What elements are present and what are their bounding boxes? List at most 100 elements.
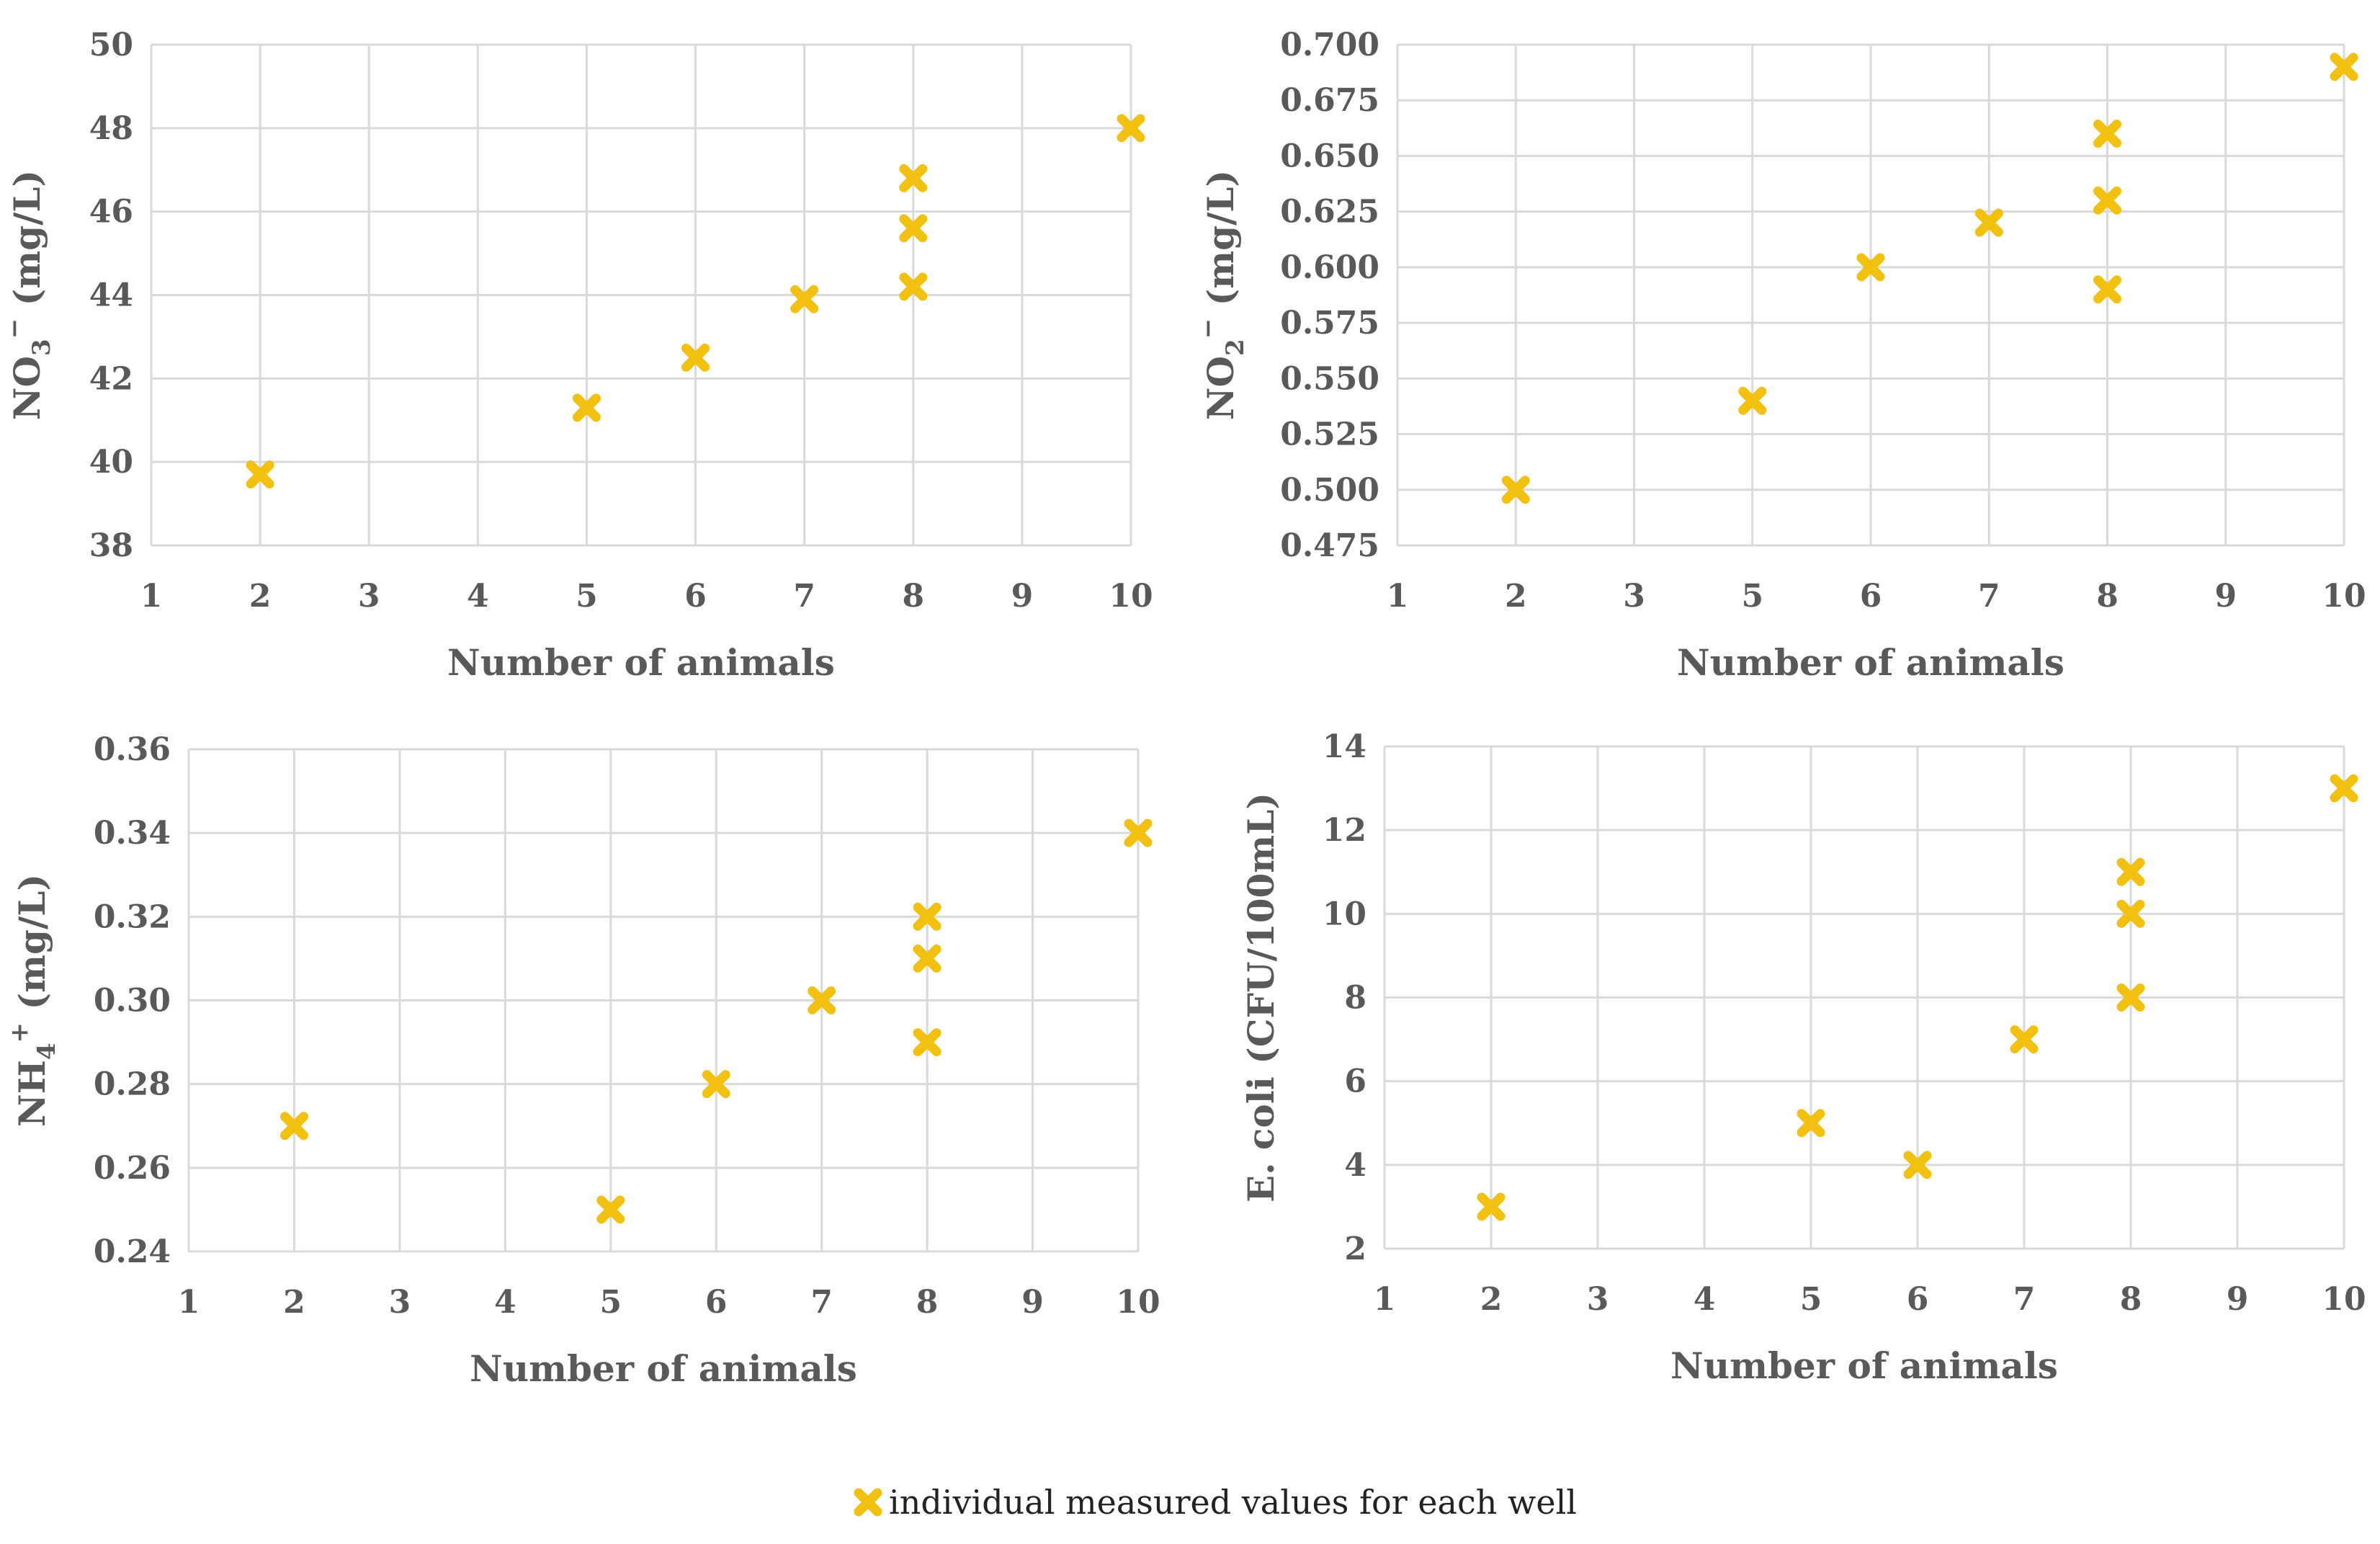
x-tick-label: 7 (1978, 578, 2000, 615)
y-tick-label: 0.36 (94, 731, 171, 768)
y-tick-label: 14 (1323, 728, 1366, 765)
data-point (1738, 386, 1767, 415)
data-point (2116, 857, 2145, 886)
x-tick-label: 4 (494, 1284, 516, 1321)
y-tick-label: 0.675 (1280, 82, 1379, 119)
x-tick-label: 3 (389, 1284, 411, 1321)
x-tick-label: 5 (599, 1284, 622, 1321)
data-point (899, 214, 928, 243)
x-tick-label: 10 (1116, 1284, 1160, 1321)
data-point (702, 1070, 730, 1099)
x-tick-label: 10 (1109, 578, 1153, 615)
x-axis-title: Number of animals (447, 641, 835, 684)
y-axis-title: E. coli (CFU/100mL) (1240, 793, 1282, 1202)
x-axis-title: Number of animals (1670, 1344, 2058, 1387)
data-point (279, 1112, 308, 1141)
data-point (246, 460, 274, 489)
x-tick-label: 1 (1374, 1281, 1396, 1318)
y-tick-label: 4 (1344, 1147, 1366, 1184)
x-tick-label: 8 (916, 1284, 939, 1321)
x-tick-label: 9 (1021, 1284, 1044, 1321)
data-point (681, 343, 710, 372)
data-point (1797, 1109, 1825, 1138)
y-tick-label: 0.650 (1280, 138, 1379, 174)
data-point (899, 272, 928, 301)
data-point (2116, 983, 2145, 1012)
x-tick-label: 7 (810, 1284, 833, 1321)
data-point (2093, 120, 2121, 148)
x-tick-label: 7 (2013, 1281, 2036, 1318)
x-tick-label: 6 (1907, 1281, 1929, 1318)
y-tick-label: 46 (89, 194, 133, 231)
x-axis-title: Number of animals (1677, 641, 2064, 684)
legend: individual measured values for each well (854, 1483, 1577, 1522)
data-point (913, 1028, 941, 1057)
y-tick-label: 38 (89, 527, 133, 564)
x-tick-label: 6 (705, 1284, 728, 1321)
y-tick-label: 0.525 (1280, 416, 1379, 453)
y-tick-label: 50 (89, 27, 133, 63)
data-point (596, 1195, 625, 1224)
data-point (913, 902, 941, 931)
y-tick-label: 0.24 (94, 1233, 171, 1270)
x-tick-label: 5 (1800, 1281, 1822, 1318)
legend-marker (854, 1488, 882, 1517)
y-tick-label: 0.26 (94, 1150, 171, 1187)
x-tick-label: 3 (1587, 1281, 1609, 1318)
y-tick-label: 44 (89, 277, 133, 314)
y-tick-label: 40 (89, 444, 133, 481)
y-tick-label: 0.550 (1280, 360, 1379, 397)
data-point (1974, 208, 2003, 237)
y-tick-label: 42 (89, 360, 133, 397)
data-point (2330, 53, 2358, 81)
y-tick-label: 10 (1323, 896, 1366, 932)
x-tick-label: 10 (2322, 1281, 2366, 1318)
x-tick-label: 5 (576, 578, 598, 615)
y-tick-label: 0.30 (94, 983, 171, 1019)
y-tick-label: 0.500 (1280, 472, 1379, 509)
x-tick-label: 7 (793, 578, 815, 615)
x-tick-label: 9 (2227, 1281, 2249, 1318)
y-tick-label: 2 (1344, 1231, 1366, 1267)
y-tick-label: 0.625 (1280, 194, 1379, 231)
y-tick-label: 0.32 (94, 898, 171, 935)
data-point (572, 393, 601, 422)
data-point (2116, 899, 2145, 928)
x-tick-label: 1 (178, 1284, 200, 1321)
data-point (790, 285, 819, 313)
y-tick-label: 0.600 (1280, 249, 1379, 286)
chart-panel-1: 1 2 3 4 5 6 7 8 9 10 38 40 42 44 46 48 50 Number of anima… (0, 27, 1153, 684)
data-point (1856, 253, 1885, 282)
y-tick-label: 0.700 (1280, 27, 1379, 63)
x-tick-label: 9 (1011, 578, 1034, 615)
y-tick-label: 0.34 (94, 815, 171, 852)
y-tick-label: 6 (1344, 1063, 1366, 1100)
x-tick-label: 2 (249, 578, 272, 615)
x-tick-label: 10 (2322, 578, 2366, 615)
y-tick-label: 0.575 (1280, 305, 1379, 342)
y-tick-label: 12 (1323, 812, 1366, 849)
legend-label: individual measured values for each well (889, 1483, 1577, 1522)
x-tick-label: 8 (2120, 1281, 2142, 1318)
data-point (1117, 114, 1145, 143)
chart-panel-3: 1 2 3 4 5 6 7 8 9 10 0.24 0.26 0.28 0.30 0.32 0.34 0.36 N… (5, 731, 1160, 1390)
x-tick-label: 8 (2096, 578, 2119, 615)
x-tick-label: 2 (1480, 1281, 1503, 1318)
x-tick-label: 3 (358, 578, 380, 615)
y-tick-label: 8 (1344, 980, 1366, 1017)
x-tick-label: 4 (467, 578, 489, 615)
x-axis-title: Number of animals (470, 1347, 857, 1390)
y-axis-title: NO2− (mg/L) (1194, 170, 1250, 420)
chart-panel-2: 1 2 3 5 6 7 8 9 10 0.475 0.500 0.525 0.550 0.575 0.600… (1194, 27, 2366, 684)
x-marker-icon (854, 1488, 882, 1517)
x-tick-label: 1 (140, 578, 163, 615)
data-point (913, 944, 941, 973)
y-tick-label: 48 (89, 110, 133, 147)
data-point (1903, 1151, 1932, 1179)
x-tick-label: 3 (1623, 578, 1645, 615)
x-tick-label: 8 (902, 578, 924, 615)
data-point (2093, 275, 2121, 304)
x-tick-label: 9 (2214, 578, 2237, 615)
